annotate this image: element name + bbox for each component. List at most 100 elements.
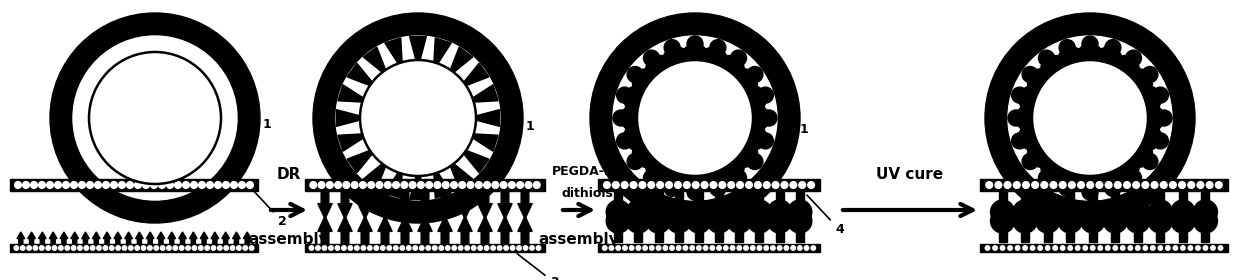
Circle shape <box>186 246 191 250</box>
Polygon shape <box>438 191 452 219</box>
Circle shape <box>417 182 425 188</box>
Circle shape <box>764 246 769 250</box>
Bar <box>10 244 258 252</box>
Polygon shape <box>103 232 111 244</box>
Circle shape <box>452 246 457 250</box>
Circle shape <box>161 246 165 250</box>
Polygon shape <box>498 216 513 244</box>
Circle shape <box>667 209 691 233</box>
Circle shape <box>123 246 126 250</box>
Circle shape <box>354 246 359 250</box>
Circle shape <box>342 246 347 250</box>
Circle shape <box>387 246 391 250</box>
Bar <box>1134 191 1141 209</box>
Circle shape <box>687 36 703 52</box>
Circle shape <box>690 246 695 250</box>
Circle shape <box>54 182 62 188</box>
Circle shape <box>995 182 1002 188</box>
Polygon shape <box>447 158 473 189</box>
Circle shape <box>666 182 672 188</box>
Circle shape <box>1211 246 1216 250</box>
Circle shape <box>630 182 636 188</box>
Circle shape <box>650 246 654 250</box>
Circle shape <box>214 182 222 188</box>
Circle shape <box>639 182 646 188</box>
Polygon shape <box>50 232 57 244</box>
Polygon shape <box>363 158 389 189</box>
Circle shape <box>771 246 775 250</box>
Circle shape <box>1000 246 1005 250</box>
Circle shape <box>607 200 630 224</box>
Circle shape <box>135 246 140 250</box>
Polygon shape <box>397 191 412 219</box>
Circle shape <box>613 110 629 126</box>
Circle shape <box>1057 47 1086 75</box>
Circle shape <box>1153 87 1169 103</box>
Circle shape <box>643 246 647 250</box>
Polygon shape <box>447 47 473 78</box>
Circle shape <box>484 182 490 188</box>
Circle shape <box>748 200 771 224</box>
Circle shape <box>1052 246 1057 250</box>
Circle shape <box>683 182 690 188</box>
Circle shape <box>1141 67 1158 83</box>
Polygon shape <box>337 110 368 126</box>
Circle shape <box>1087 182 1093 188</box>
Circle shape <box>1068 246 1072 250</box>
Circle shape <box>1013 209 1037 233</box>
Circle shape <box>1094 47 1123 75</box>
Circle shape <box>1171 200 1195 224</box>
Circle shape <box>1082 36 1098 52</box>
Text: assembly: assembly <box>539 232 619 247</box>
Circle shape <box>790 182 797 188</box>
Bar <box>776 224 784 242</box>
Circle shape <box>1032 60 1148 176</box>
Circle shape <box>1060 40 1075 56</box>
Circle shape <box>360 60 475 176</box>
Polygon shape <box>93 232 100 244</box>
Circle shape <box>607 209 630 233</box>
Circle shape <box>1179 182 1186 188</box>
Text: 4: 4 <box>807 195 844 236</box>
Bar <box>1134 224 1141 242</box>
Circle shape <box>198 182 206 188</box>
Circle shape <box>313 13 522 223</box>
Circle shape <box>451 182 457 188</box>
Circle shape <box>603 246 607 250</box>
Bar <box>1156 191 1165 209</box>
Circle shape <box>343 182 350 188</box>
Circle shape <box>1188 182 1195 188</box>
Circle shape <box>1008 36 1172 200</box>
Circle shape <box>1076 44 1104 72</box>
Circle shape <box>33 246 37 250</box>
Circle shape <box>126 182 134 188</box>
Circle shape <box>1041 182 1047 188</box>
Circle shape <box>633 69 660 97</box>
Circle shape <box>664 246 667 250</box>
Bar <box>1112 224 1119 242</box>
Circle shape <box>78 246 82 250</box>
Circle shape <box>1203 246 1208 250</box>
Circle shape <box>147 246 152 250</box>
Circle shape <box>94 182 102 188</box>
Circle shape <box>1028 139 1056 167</box>
Circle shape <box>617 87 633 103</box>
Circle shape <box>1193 209 1217 233</box>
Circle shape <box>738 123 766 151</box>
Circle shape <box>1151 182 1158 188</box>
Polygon shape <box>385 165 402 198</box>
Polygon shape <box>378 191 392 219</box>
Circle shape <box>15 182 21 188</box>
Circle shape <box>426 246 431 250</box>
Circle shape <box>1060 180 1075 196</box>
Bar <box>796 191 803 209</box>
Circle shape <box>236 246 241 250</box>
Circle shape <box>711 246 714 250</box>
Circle shape <box>1050 182 1057 188</box>
Circle shape <box>805 246 808 250</box>
Polygon shape <box>465 85 498 102</box>
Circle shape <box>1112 153 1139 181</box>
Circle shape <box>657 182 664 188</box>
Polygon shape <box>465 134 498 151</box>
Circle shape <box>310 182 317 188</box>
